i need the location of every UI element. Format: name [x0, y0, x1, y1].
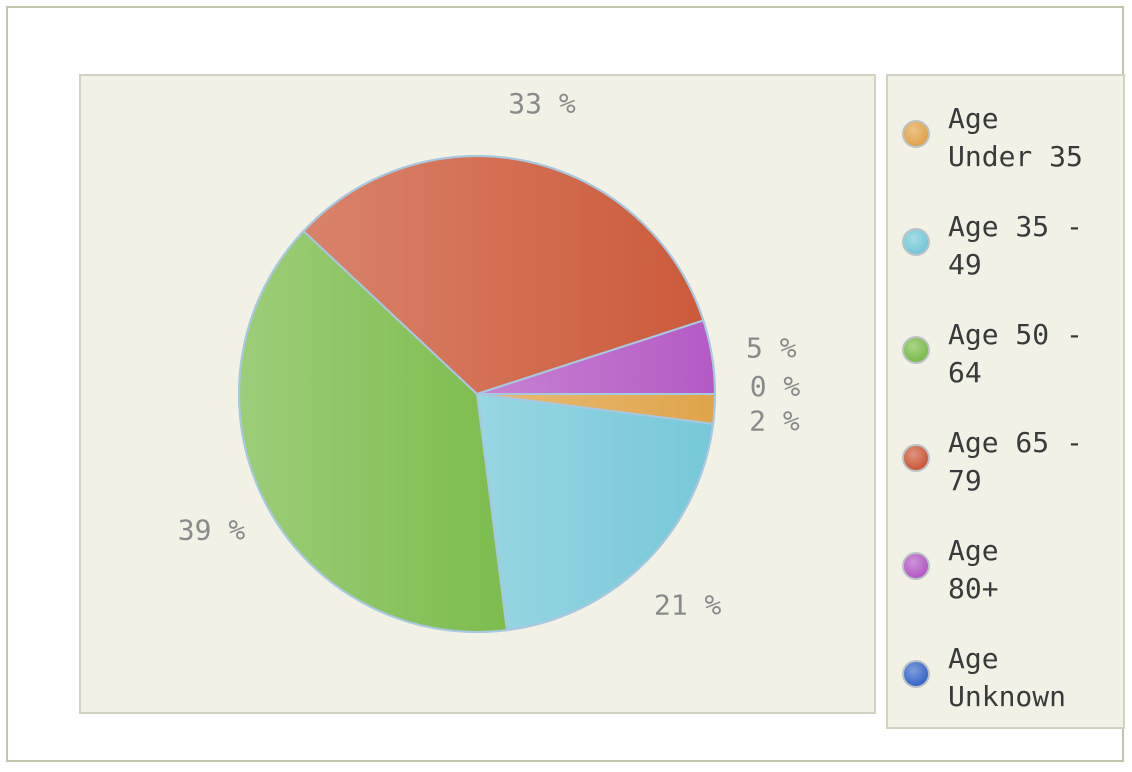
- legend-label-50-64: Age 50 - 64: [948, 316, 1118, 392]
- data-label-age-65-79: 33 %: [508, 87, 576, 120]
- legend-label-line: Under 35: [948, 140, 1083, 173]
- legend-item-35-49: Age 35 - 49: [902, 208, 1122, 288]
- legend-label-line: 80+: [948, 572, 999, 605]
- legend-label-line: Age 35 -: [948, 210, 1083, 243]
- legend-label-line: Unknown: [948, 680, 1067, 713]
- pie-chart: 2 % 21 % 39 % 33 % 5 % 0 %: [178, 87, 801, 633]
- data-label-age-under-35: 2 %: [749, 405, 800, 438]
- legend-label-line: Age: [948, 642, 999, 675]
- legend-swatch-50-64: [902, 336, 930, 364]
- legend-swatch-unknown: [902, 660, 930, 688]
- legend-item-under-35: Age Under 35: [902, 100, 1122, 180]
- legend-item-50-64: Age 50 - 64: [902, 316, 1122, 396]
- legend-label-line: Age: [948, 102, 999, 135]
- legend-label-line: 49: [948, 248, 982, 281]
- legend-label-35-49: Age 35 - 49: [948, 208, 1118, 284]
- legend-label-line: Age: [948, 534, 999, 567]
- legend-swatch-under-35: [902, 120, 930, 148]
- legend-label-65-79: Age 65 - 79: [948, 424, 1118, 500]
- legend-label-under-35: Age Under 35: [948, 100, 1118, 176]
- legend-swatch-80-plus: [902, 552, 930, 580]
- data-label-age-80: 5 %: [746, 331, 797, 364]
- legend-label-80-plus: Age 80+: [948, 532, 1118, 608]
- legend-item-80-plus: Age 80+: [902, 532, 1122, 612]
- legend-item-unknown: Age Unknown: [902, 640, 1122, 720]
- legend-label-unknown: Age Unknown: [948, 640, 1118, 716]
- legend-swatch-65-79: [902, 444, 930, 472]
- legend-label-line: 64: [948, 356, 982, 389]
- chart-frame: 2 % 21 % 39 % 33 % 5 % 0 % Age Under 35 Age 3…: [6, 6, 1125, 762]
- legend-label-line: 79: [948, 464, 982, 497]
- data-label-age-50-64: 39 %: [178, 513, 246, 546]
- pie-outline: [238, 155, 716, 633]
- plot-area: 2 % 21 % 39 % 33 % 5 % 0 %: [79, 74, 876, 714]
- legend-swatch-35-49: [902, 228, 930, 256]
- legend-item-65-79: Age 65 - 79: [902, 424, 1122, 504]
- data-label-age-unknown: 0 %: [750, 370, 801, 403]
- legend-label-line: Age 50 -: [948, 318, 1083, 351]
- legend: Age Under 35 Age 35 - 49 Age 50 - 64 Age…: [886, 74, 1125, 729]
- data-label-age-35-49: 21 %: [654, 589, 722, 622]
- legend-label-line: Age 65 -: [948, 426, 1083, 459]
